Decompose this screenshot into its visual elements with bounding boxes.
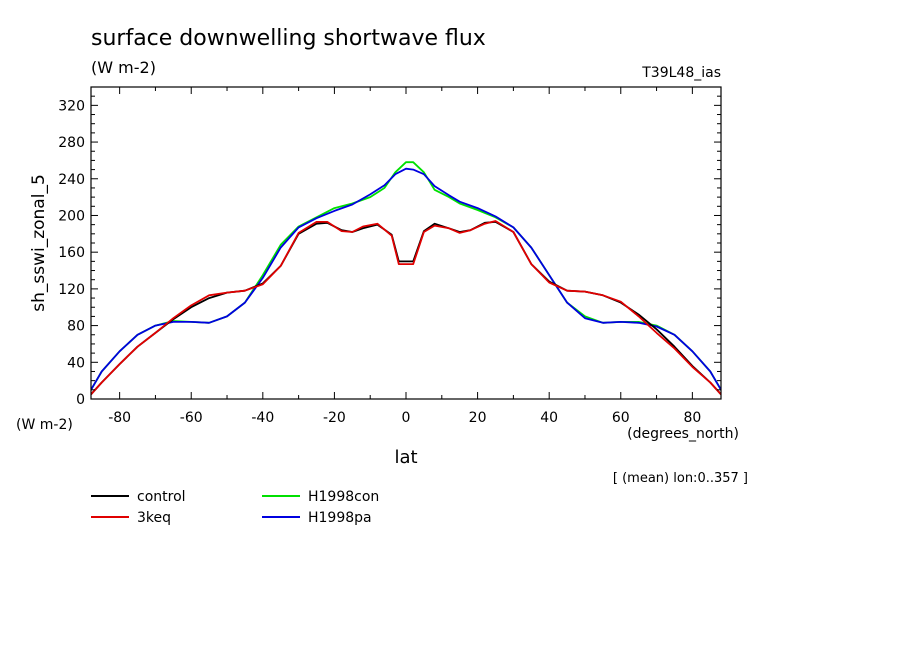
legend-label: 3keq: [137, 510, 171, 526]
y-tick-label: 240: [58, 172, 85, 188]
averaging-note: [ (mean) lon:0..357 ]: [613, 471, 748, 486]
legend-label: H1998pa: [308, 510, 372, 526]
series-line-h1998pa: [91, 167, 721, 391]
chart-tag: T39L48_ias: [641, 65, 721, 81]
y-axis-label: sh_sswi_zonal_5: [29, 174, 49, 312]
legend-label: control: [137, 489, 186, 505]
series-line-control: [91, 220, 721, 396]
chart-title: surface downwelling shortwave flux: [91, 26, 486, 51]
y-tick-label: 0: [76, 392, 85, 408]
y-tick-label: 40: [67, 355, 85, 371]
chart-subtitle: (W m-2): [91, 58, 156, 77]
x-tick-label: 60: [612, 410, 630, 426]
x-tick-label: 40: [540, 410, 558, 426]
x-tick-label: 20: [469, 410, 487, 426]
y-tick-label: 80: [67, 319, 85, 335]
series-line-h1998con: [91, 161, 721, 391]
series-line-3keq: [91, 220, 721, 396]
y-tick-label: 160: [58, 245, 85, 261]
x-tick-label: 0: [402, 410, 411, 426]
series-layer: [91, 161, 721, 396]
y-axis-units: (W m-2): [16, 417, 73, 433]
x-axis: -80 -60 -40 -20 0 20 40 60 80: [108, 87, 701, 426]
legend: control 3keq H1998con H1998pa: [91, 489, 379, 526]
y-tick-label: 320: [58, 98, 85, 114]
x-tick-label: -20: [323, 410, 346, 426]
x-tick-label: -60: [180, 410, 203, 426]
x-tick-label: 80: [683, 410, 701, 426]
x-tick-label: -80: [108, 410, 131, 426]
legend-label: H1998con: [308, 489, 379, 505]
y-tick-label: 200: [58, 208, 85, 224]
plot-frame: [90, 86, 722, 400]
y-tick-label: 120: [58, 282, 85, 298]
y-tick-label: 280: [58, 135, 85, 151]
x-axis-label: lat: [394, 447, 417, 468]
x-tick-label: -40: [251, 410, 274, 426]
x-axis-units: (degrees_north): [627, 426, 739, 442]
y-axis: 0 40 80 120 160 200 240 280 320: [58, 86, 721, 408]
